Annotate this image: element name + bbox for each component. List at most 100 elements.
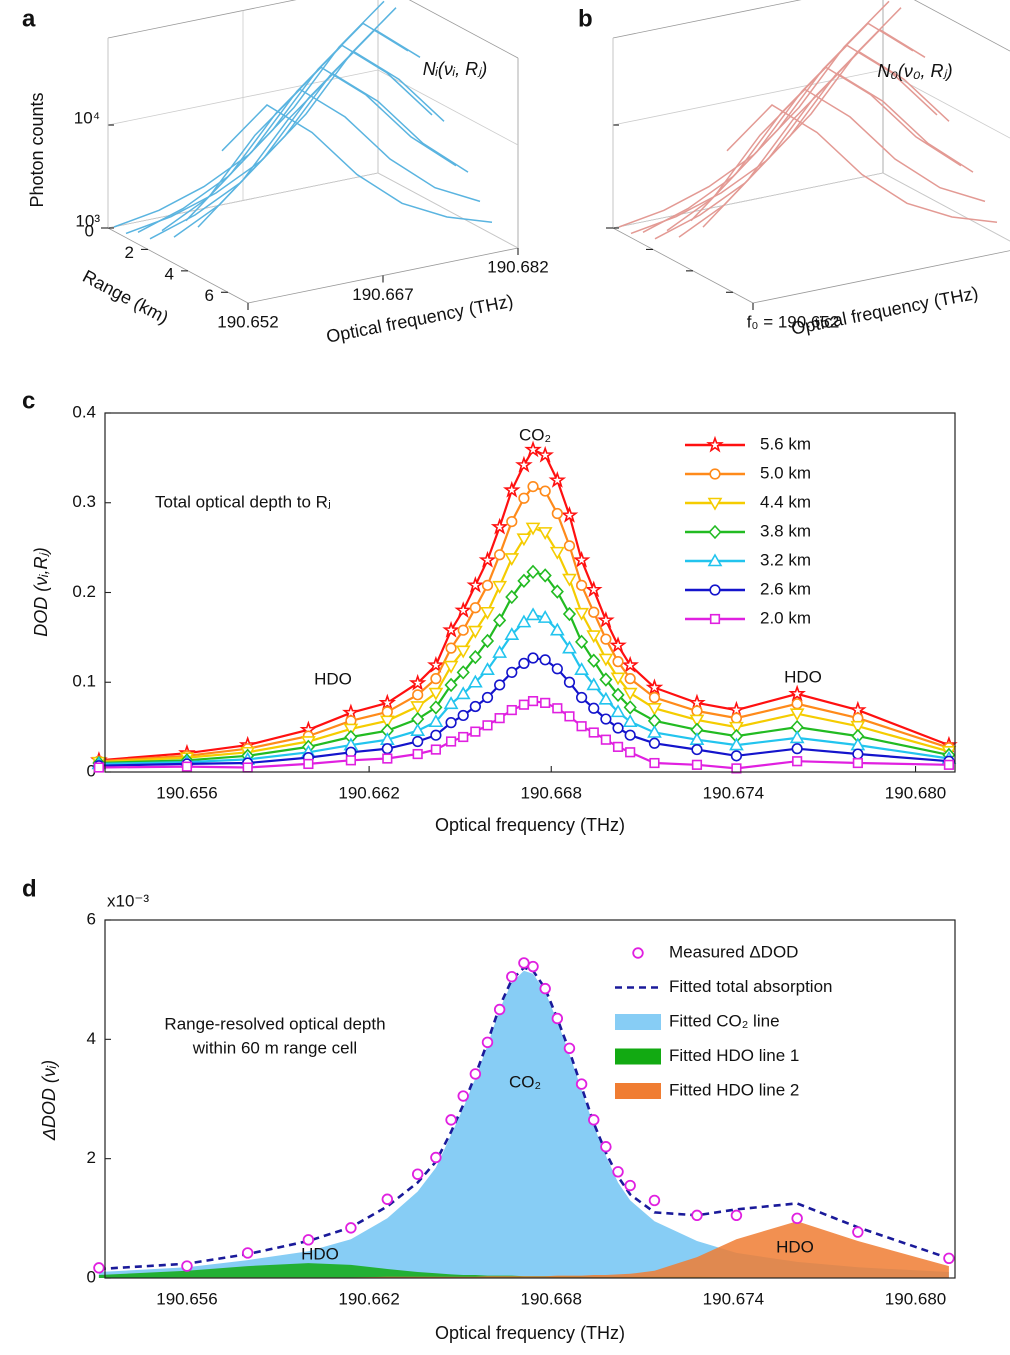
y-tick-label: 0.1 bbox=[72, 672, 96, 691]
marker bbox=[382, 753, 393, 764]
marker bbox=[536, 445, 554, 463]
spectrum-curve bbox=[654, 28, 926, 240]
point bbox=[730, 1209, 743, 1222]
marker bbox=[490, 517, 509, 535]
marker bbox=[445, 642, 457, 654]
spectrum-curve bbox=[185, 66, 457, 222]
marker bbox=[478, 550, 497, 568]
marker bbox=[575, 634, 589, 650]
y-tick-label: 6 bbox=[205, 286, 214, 305]
marker bbox=[563, 540, 576, 552]
marker bbox=[443, 660, 459, 674]
legend-marker bbox=[707, 553, 723, 567]
x-tick-label: 190.682 bbox=[487, 257, 548, 276]
y-tick-label: 0 bbox=[85, 221, 94, 240]
marker bbox=[428, 687, 444, 701]
area bbox=[98, 1221, 949, 1278]
grid-line bbox=[612, 69, 884, 126]
marker bbox=[492, 580, 508, 594]
line bbox=[98, 526, 950, 764]
marker bbox=[454, 601, 473, 618]
marker bbox=[549, 546, 565, 560]
point bbox=[943, 1252, 955, 1265]
marker bbox=[455, 645, 471, 659]
point bbox=[302, 1234, 315, 1246]
legend-label: 2.0 km bbox=[760, 608, 811, 627]
marker bbox=[343, 723, 359, 737]
z-tick-label: 10⁴ bbox=[74, 109, 100, 128]
point bbox=[791, 1212, 803, 1225]
marker bbox=[562, 640, 577, 654]
marker bbox=[622, 687, 638, 701]
box-edge bbox=[913, 0, 1010, 52]
grid-line bbox=[882, 69, 1010, 139]
marker bbox=[379, 715, 395, 729]
x-tick-label: 190.662 bbox=[338, 1289, 399, 1308]
annotation: HDO bbox=[784, 667, 822, 686]
marker bbox=[622, 714, 638, 728]
point bbox=[575, 1078, 588, 1090]
marker bbox=[481, 691, 494, 704]
y-tick-label: 0.4 bbox=[72, 402, 96, 421]
marker bbox=[345, 755, 356, 766]
marker bbox=[518, 657, 530, 670]
spectrum-curve bbox=[209, 88, 481, 203]
point bbox=[691, 1209, 703, 1222]
marker bbox=[525, 522, 541, 536]
marker bbox=[408, 673, 427, 691]
marker bbox=[587, 653, 601, 668]
marker bbox=[505, 589, 519, 605]
x-tick-label: 190.668 bbox=[521, 783, 582, 802]
z-axis-label: Photon counts bbox=[27, 92, 47, 207]
marker bbox=[586, 677, 602, 691]
point bbox=[445, 1114, 457, 1126]
legend-label: Measured ΔDOD bbox=[669, 942, 798, 961]
point bbox=[93, 1262, 105, 1274]
point bbox=[411, 1168, 424, 1180]
marker bbox=[792, 756, 803, 767]
annotation: Range-resolved optical depth bbox=[164, 1014, 385, 1033]
marker bbox=[540, 697, 551, 708]
y-axis-label: ΔDOD (νᵢ) bbox=[39, 1060, 59, 1141]
point bbox=[430, 1151, 442, 1164]
marker bbox=[526, 564, 540, 580]
marker bbox=[598, 691, 614, 705]
marker bbox=[480, 606, 495, 620]
marker bbox=[518, 492, 530, 504]
plot-frame bbox=[104, 412, 956, 773]
marker bbox=[412, 748, 423, 760]
x-tick-label: 190.656 bbox=[156, 783, 217, 802]
point bbox=[518, 957, 530, 969]
y-tick-label: 0.2 bbox=[72, 582, 96, 601]
panel-label: c bbox=[22, 387, 35, 414]
marker bbox=[612, 722, 624, 734]
marker bbox=[551, 663, 563, 675]
spectrum-curve bbox=[726, 104, 998, 224]
marker bbox=[381, 706, 393, 718]
box-edge bbox=[752, 250, 1010, 304]
marker bbox=[624, 673, 636, 685]
x-tick-label: 190.668 bbox=[521, 1289, 582, 1308]
marker bbox=[560, 506, 579, 523]
marker bbox=[789, 708, 805, 722]
marker bbox=[445, 717, 457, 729]
point bbox=[469, 1068, 482, 1080]
marker bbox=[788, 684, 806, 702]
marker bbox=[93, 762, 105, 773]
marker bbox=[242, 762, 253, 773]
marker bbox=[789, 730, 805, 744]
marker bbox=[469, 700, 481, 713]
marker bbox=[730, 712, 743, 724]
point bbox=[539, 982, 551, 995]
area bbox=[98, 1263, 949, 1278]
point bbox=[493, 1003, 506, 1016]
y-tick-label: 4 bbox=[165, 264, 174, 283]
marker bbox=[609, 636, 627, 653]
legend-label: 4.4 km bbox=[760, 492, 811, 511]
marker bbox=[584, 580, 603, 598]
annotation: Nᵢ(νᵢ, Rⱼ) bbox=[423, 59, 488, 79]
marker bbox=[548, 471, 567, 488]
annotation: CO₂ bbox=[509, 1072, 541, 1091]
marker bbox=[691, 759, 703, 770]
